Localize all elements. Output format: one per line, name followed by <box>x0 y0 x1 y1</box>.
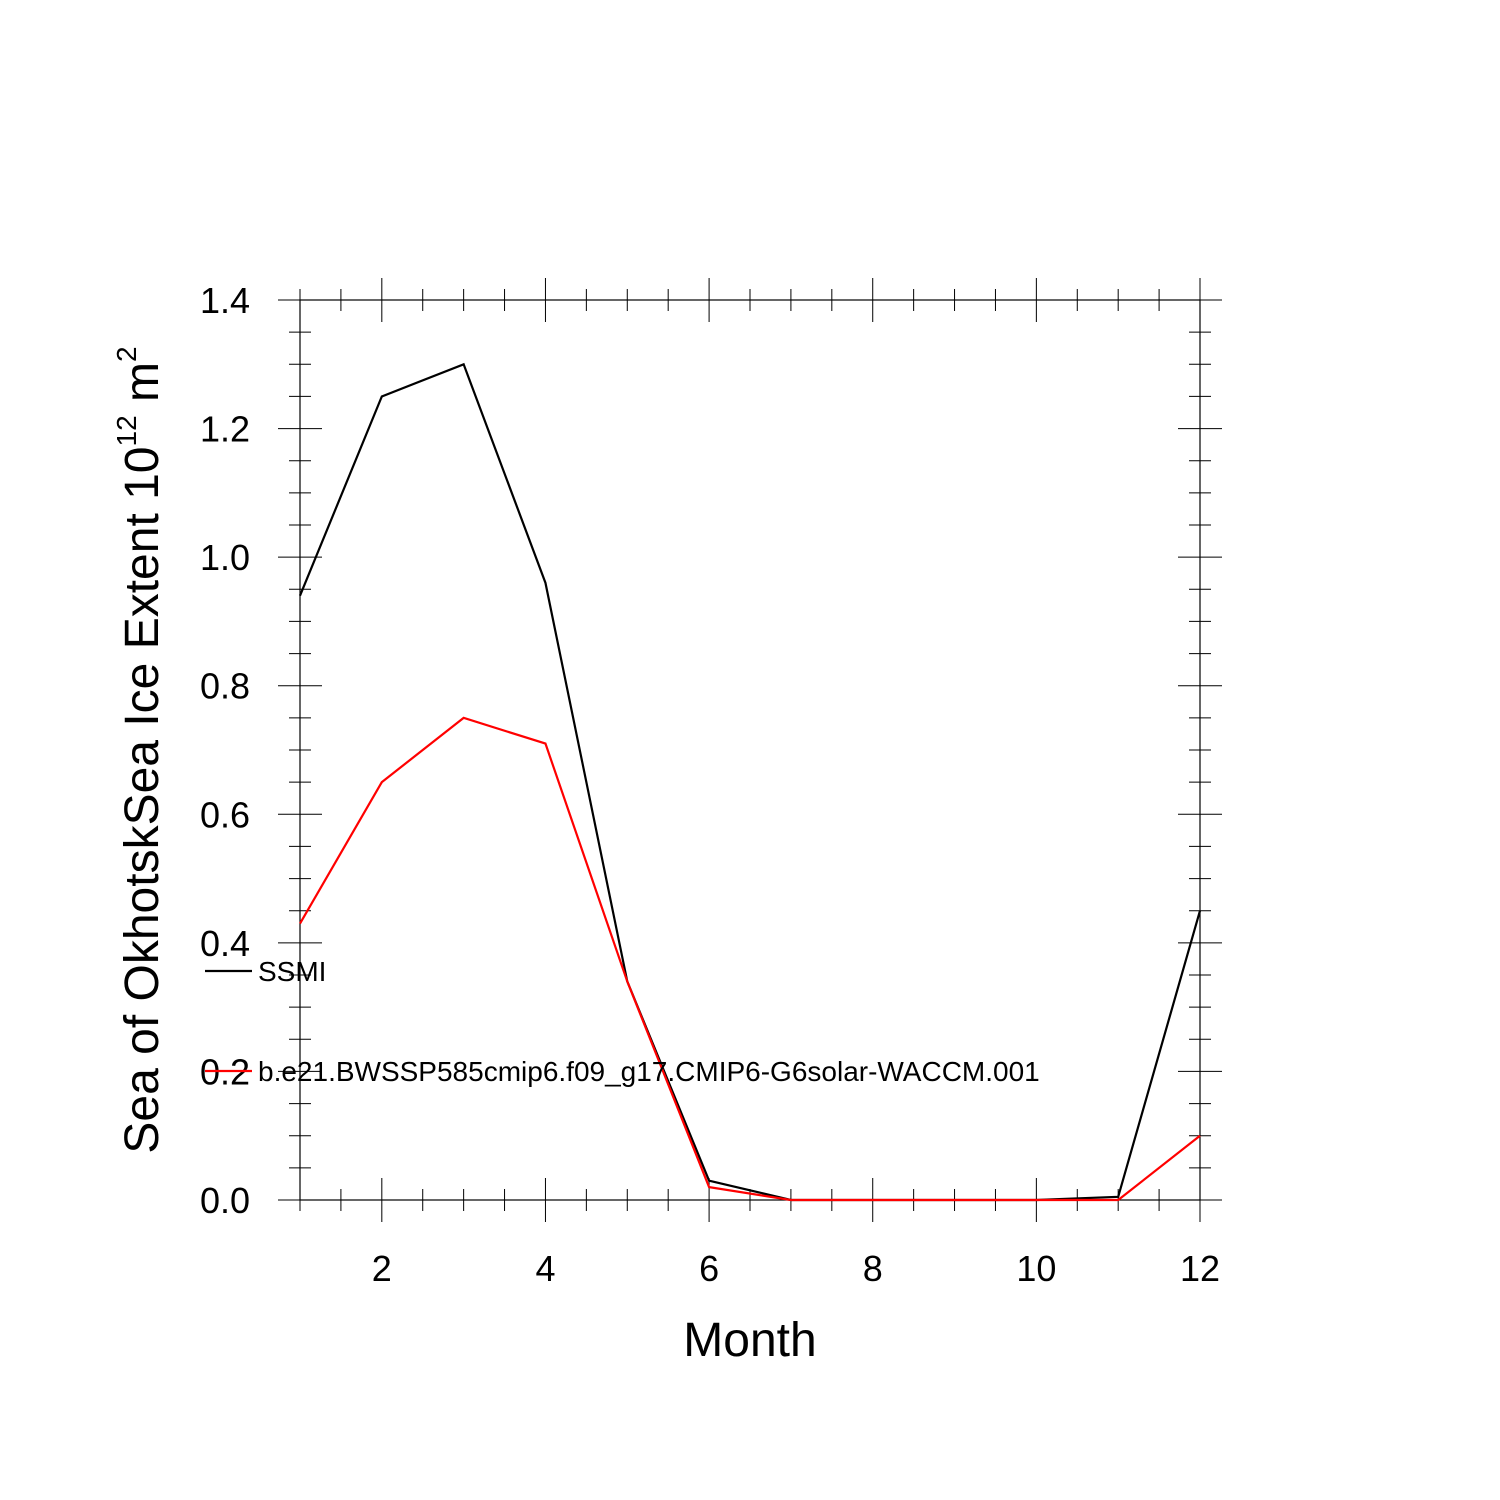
x-tick-label: 6 <box>699 1248 719 1289</box>
y-axis-title-unit: m <box>116 362 169 415</box>
y-tick-label: 0.0 <box>200 1180 250 1221</box>
y-tick-label: 0.4 <box>200 923 250 964</box>
legend: SSMI b.e21.BWSSP585cmip6.f09_g17.CMIP6-G6… <box>205 956 1040 1087</box>
y-tick-label: 1.2 <box>200 409 250 450</box>
y-tick-label: 1.4 <box>200 280 250 321</box>
series-lines <box>298 362 1202 1202</box>
y-axis-title-main: Sea of OkhotskSea Ice Extent 10 <box>116 446 169 1153</box>
y-tick-label: 1.0 <box>200 537 250 578</box>
y-axis-title: Sea of OkhotskSea Ice Extent 1012 m2 <box>111 346 169 1153</box>
y-tick-labels: 0.00.20.40.60.81.01.21.4 <box>200 280 250 1221</box>
series-line-2 <box>299 716 1201 1202</box>
x-axis-title: Month <box>683 1314 816 1367</box>
y-tick-label: 0.6 <box>200 794 250 835</box>
y-tick-label: 0.8 <box>200 666 250 707</box>
x-tick-label: 8 <box>863 1248 883 1289</box>
plot-frame <box>299 299 1201 1201</box>
x-tick-labels: 2 4 6 8 10 12 <box>372 1248 1220 1289</box>
x-tick-label: 4 <box>535 1248 555 1289</box>
y-axis-title-unit-exponent: 2 <box>111 346 142 362</box>
x-tick-label: 2 <box>372 1248 392 1289</box>
legend-label-1: SSMI <box>258 956 326 987</box>
x-tick-label: 12 <box>1180 1248 1220 1289</box>
y-axis-title-exponent: 12 <box>111 415 142 446</box>
legend-label-2: b.e21.BWSSP585cmip6.f09_g17.CMIP6-G6sola… <box>258 1056 1040 1087</box>
x-tick-label: 10 <box>1016 1248 1056 1289</box>
